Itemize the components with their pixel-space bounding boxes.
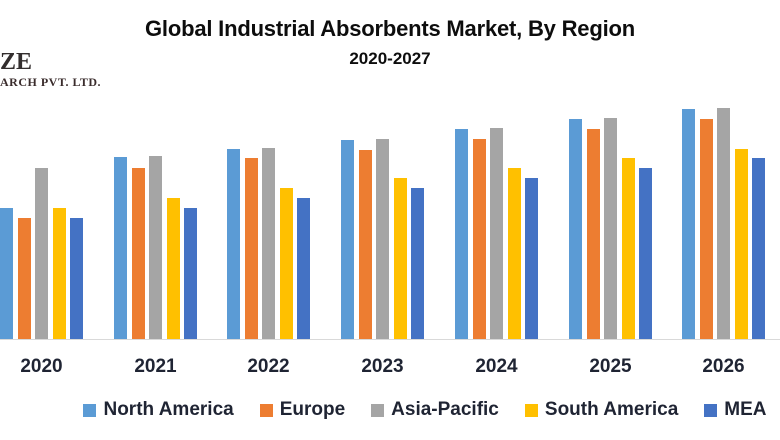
legend-swatch-icon [371,403,385,417]
bar-north-america-2021 [114,157,127,339]
logo-text-primary: ZE [0,49,33,75]
bar-group-2021 [114,0,197,339]
bar-mea-2025 [639,168,652,339]
legend-label: Asia-Pacific [391,399,499,420]
bar-mea-2022 [297,198,310,339]
bar-group-2020 [0,0,83,339]
bar-asia-pacific-2026 [717,108,730,339]
company-logo: ZE ARCH PVT. LTD. [0,50,101,88]
x-tick-label-2026: 2026 [702,356,745,377]
bar-south-america-2020 [52,208,66,339]
chart-subtitle: 2020-2027 [349,49,431,68]
bar-asia-pacific-2025 [604,118,617,339]
bar-europe-2020 [17,218,31,339]
legend-label: North America [103,399,234,420]
plot-area [0,0,780,340]
bar-mea-2020 [70,218,83,339]
bar-europe-2025 [586,129,600,339]
x-tick-label-2022: 2022 [247,356,290,377]
bar-group-2022 [227,0,310,339]
legend-swatch-icon [524,403,538,417]
legend-item-north-america: North America [83,399,234,421]
bar-asia-pacific-2021 [149,156,162,339]
logo-text-secondary: ARCH PVT. LTD. [0,75,102,89]
legend-label: Europe [279,399,346,420]
bar-group-2023 [341,0,424,339]
legend-label: MEA [724,399,767,420]
bar-group-2026 [682,0,765,339]
bar-south-america-2025 [621,158,635,339]
bar-north-america-2025 [569,119,582,339]
bar-europe-2026 [699,119,713,339]
bar-europe-2023 [358,150,372,339]
bar-north-america-2022 [227,149,240,339]
x-tick-label-2024: 2024 [475,356,518,377]
bar-asia-pacific-2023 [376,139,389,339]
bar-north-america-2023 [341,140,354,339]
legend-item-south-america: South America [524,399,679,421]
x-tick-label-2021: 2021 [134,356,177,377]
bar-south-america-2021 [166,198,180,339]
bar-europe-2021 [131,168,145,339]
bar-mea-2024 [525,178,538,339]
bar-group-2024 [455,0,538,339]
legend-swatch-icon [259,403,273,417]
legend-swatch-icon [83,403,97,417]
bar-south-america-2026 [734,149,748,339]
bar-asia-pacific-2022 [262,148,275,339]
x-tick-label-2025: 2025 [589,356,632,377]
bar-asia-pacific-2020 [35,168,48,339]
bar-south-america-2022 [279,188,293,339]
bar-north-america-2026 [682,109,695,339]
bar-europe-2024 [472,139,486,339]
x-axis-labels: 2020 2021 2022 2023 2024 2025 2026 [0,356,780,380]
legend-item-europe: Europe [259,399,346,421]
bar-mea-2026 [752,158,765,339]
bar-mea-2021 [184,208,197,339]
bar-north-america-2024 [455,129,468,339]
legend-item-asia-pacific: Asia-Pacific [371,399,499,421]
bar-group-2025 [569,0,652,339]
x-tick-label-2023: 2023 [361,356,404,377]
bar-mea-2023 [411,188,424,339]
bar-south-america-2023 [393,178,407,339]
chart-title: Global Industrial Absorbents Market, By … [145,16,635,41]
bar-europe-2022 [244,158,258,339]
bar-south-america-2024 [507,168,521,339]
bar-asia-pacific-2024 [490,128,503,339]
legend-item-mea: MEA [704,399,767,421]
bar-north-america-2020 [0,208,13,339]
legend-label: South America [544,399,679,420]
x-tick-label-2020: 2020 [20,356,63,377]
chart-legend: North America Europe Asia-Pacific South Ame… [0,399,780,421]
legend-swatch-icon [704,403,718,417]
